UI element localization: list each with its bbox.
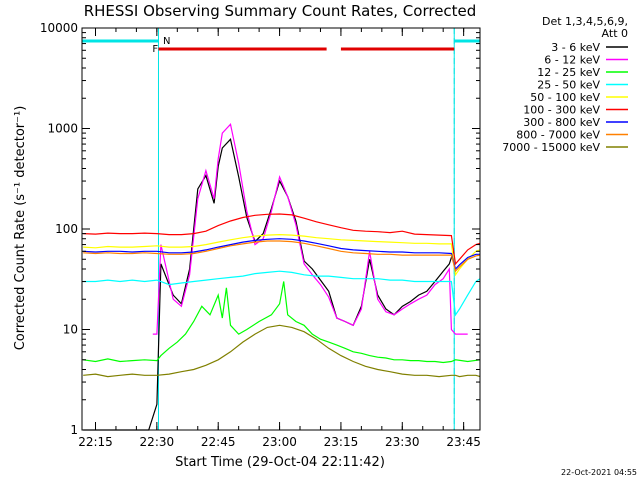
legend-entry-label: 12 - 25 keV xyxy=(537,66,600,79)
y-tick-label: 10000 xyxy=(40,21,78,35)
legend-entry-label: 800 - 7000 keV xyxy=(516,129,600,142)
series-line-7000-15000-kev xyxy=(83,324,481,378)
x-tick-label: 23:30 xyxy=(385,435,420,449)
series-line-800-7000-kev xyxy=(83,240,481,273)
x-tick-label: 23:45 xyxy=(446,435,481,449)
series-line-300-800-kev xyxy=(83,238,480,271)
series-line-50-100-kev xyxy=(83,233,481,277)
x-tick-label: 23:00 xyxy=(262,435,297,449)
y-tick-label: 1000 xyxy=(47,122,78,136)
x-tick-label: 22:15 xyxy=(78,435,113,449)
night-flag-label: N xyxy=(163,36,170,47)
legend-title: Det 1,3,4,5,6,9, xyxy=(542,15,628,28)
series-line-25-50-kev xyxy=(83,270,481,317)
legend-entry-label: 300 - 800 keV xyxy=(523,116,600,129)
x-tick-label: 23:15 xyxy=(324,435,359,449)
generation-timestamp: 22-Oct-2021 04:55 xyxy=(561,468,637,477)
legend-entry-label: 6 - 12 keV xyxy=(544,54,600,67)
x-axis-label: Start Time (29-Oct-04 22:11:42) xyxy=(175,455,385,470)
series-line-6-12-kev xyxy=(152,123,468,335)
legend-entry-label: 7000 - 15000 keV xyxy=(502,141,600,154)
flare-flag-label: F xyxy=(152,44,158,55)
y-tick-label: 100 xyxy=(55,222,78,236)
x-tick-label: 22:30 xyxy=(140,435,175,449)
series-line-12-25-kev xyxy=(83,281,481,364)
legend-entry-label: 100 - 300 keV xyxy=(523,104,600,117)
legend-entry-label: 25 - 50 keV xyxy=(537,79,600,92)
y-tick-label: 1 xyxy=(70,423,78,437)
y-axis-label: Corrected Count Rate (s⁻¹ detector⁻¹) xyxy=(13,106,28,351)
y-tick-label: 10 xyxy=(63,323,78,337)
legend-subtitle: Att 0 xyxy=(602,27,628,40)
legend-entry-label: 3 - 6 keV xyxy=(551,41,600,54)
x-tick-label: 22:45 xyxy=(201,435,236,449)
legend-entry-label: 50 - 100 keV xyxy=(530,91,600,104)
series-line-100-300-kev xyxy=(83,213,481,266)
chart-title: RHESSI Observing Summary Count Rates, Co… xyxy=(84,2,477,20)
